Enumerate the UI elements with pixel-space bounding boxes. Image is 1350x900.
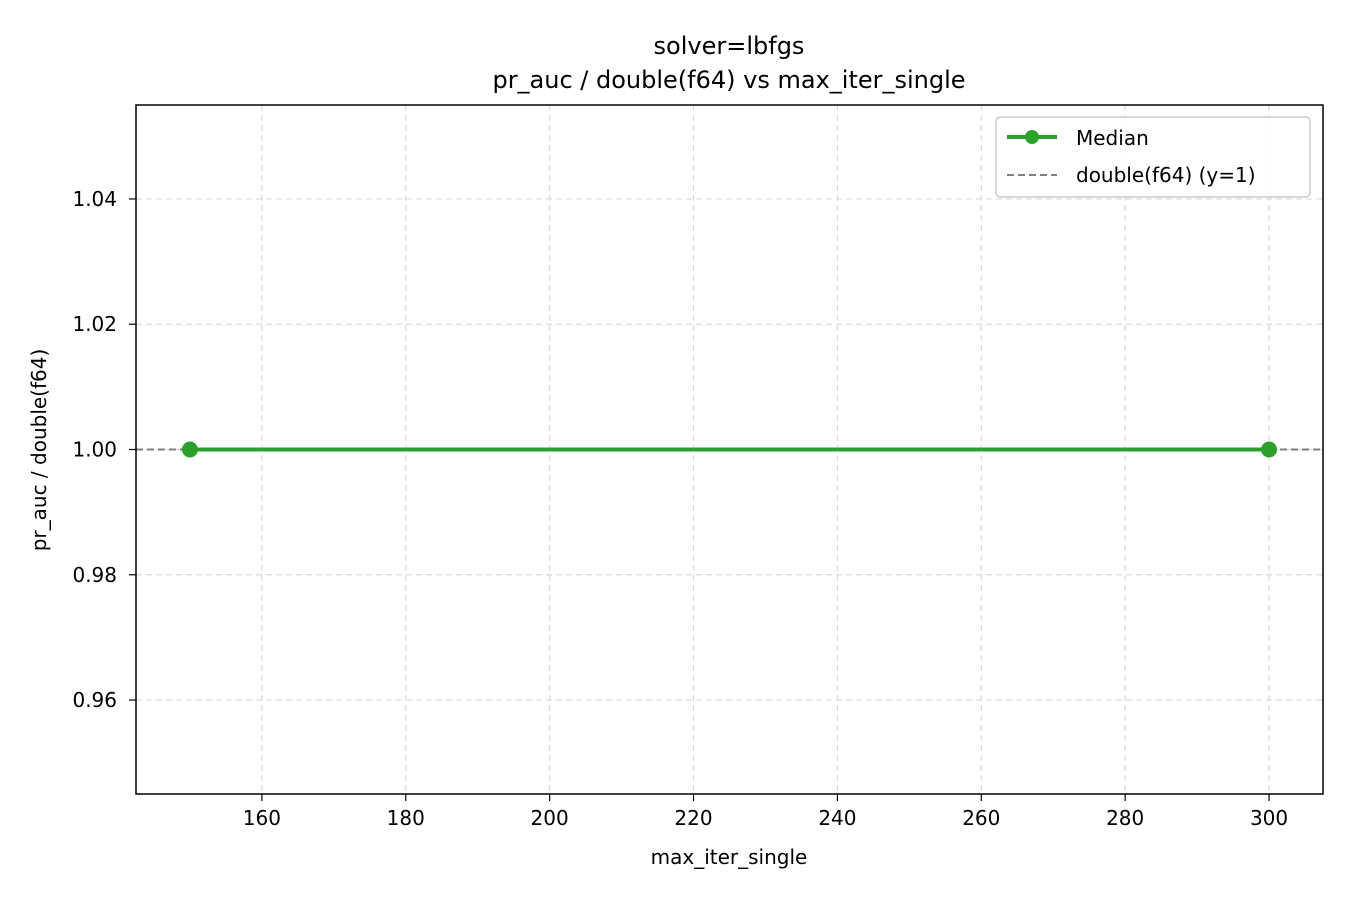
x-tick-label: 300 (1250, 806, 1288, 830)
y-tick-label: 1.00 (72, 438, 117, 462)
x-tick-label: 220 (674, 806, 712, 830)
legend-box (995, 116, 1311, 198)
y-axis-ticks: 0.96 0.98 1.00 1.02 1.04 (72, 187, 136, 712)
legend: Median double(f64) (y=1) (995, 116, 1311, 198)
legend-median-marker (1025, 130, 1039, 144)
x-tick-label: 260 (962, 806, 1000, 830)
chart-title-line1: solver=lbfgs (654, 32, 805, 60)
y-tick-label: 0.98 (72, 563, 117, 587)
series-layer (181, 441, 1278, 458)
x-tick-label: 240 (818, 806, 856, 830)
y-tick-label: 1.04 (72, 187, 117, 211)
y-tick-label: 0.96 (72, 688, 117, 712)
y-axis-label: pr_auc / double(f64) (27, 349, 51, 552)
x-tick-label: 180 (387, 806, 425, 830)
median-data-point (1261, 441, 1278, 458)
x-tick-label: 160 (243, 806, 281, 830)
x-tick-label: 200 (531, 806, 569, 830)
x-axis-label: max_iter_single (651, 845, 808, 869)
legend-median-label: Median (1076, 126, 1149, 150)
chart-title-line2: pr_auc / double(f64) vs max_iter_single (492, 66, 965, 94)
median-data-point (181, 441, 198, 458)
y-tick-label: 1.02 (72, 312, 117, 336)
x-tick-label: 280 (1106, 806, 1144, 830)
x-axis-ticks: 160 180 200 220 240 260 280 300 (243, 794, 1288, 830)
legend-reference-label: double(f64) (y=1) (1076, 163, 1256, 187)
